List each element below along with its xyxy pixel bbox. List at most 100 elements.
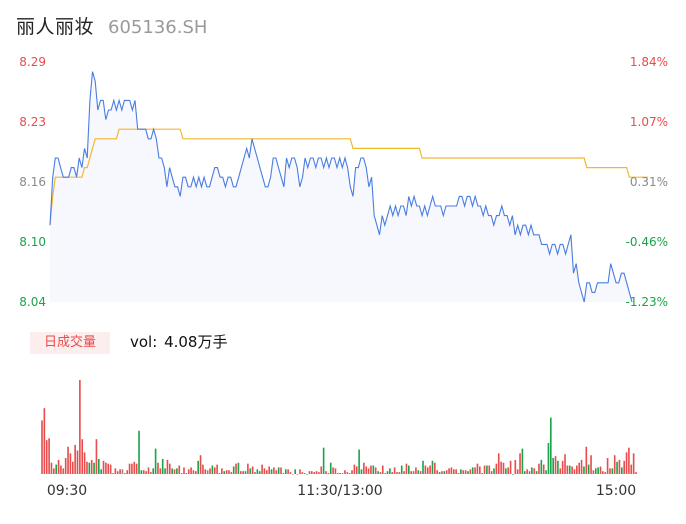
volume-bar bbox=[102, 460, 105, 474]
volume-bar bbox=[204, 469, 207, 474]
volume-bar bbox=[568, 465, 571, 474]
volume-bar bbox=[230, 472, 233, 474]
volume-bar bbox=[374, 467, 377, 474]
volume-bar bbox=[303, 473, 306, 474]
volume-readout: vol: 4.08万手 bbox=[130, 332, 229, 352]
volume-bar bbox=[280, 467, 282, 474]
volume-bar bbox=[64, 458, 67, 474]
volume-bar bbox=[159, 468, 162, 474]
volume-bar bbox=[202, 464, 204, 474]
volume-bar bbox=[147, 467, 150, 474]
volume-bar bbox=[232, 466, 235, 474]
volume-bar bbox=[377, 471, 379, 474]
volume-bar bbox=[195, 471, 197, 474]
volume-bar bbox=[370, 465, 372, 474]
volume-bar bbox=[341, 473, 344, 474]
volume-bar bbox=[339, 473, 341, 474]
volume-bar bbox=[514, 459, 517, 474]
volume-value: 4.08万手 bbox=[164, 333, 228, 351]
volume-bar bbox=[523, 471, 526, 474]
volume-bar bbox=[135, 463, 138, 474]
volume-bar bbox=[223, 471, 226, 474]
volume-bar bbox=[166, 459, 169, 474]
volume-bar bbox=[183, 467, 185, 474]
volume-bar bbox=[431, 460, 434, 474]
volume-bar bbox=[289, 472, 292, 474]
volume-bar bbox=[244, 471, 247, 474]
volume-bar bbox=[320, 466, 323, 474]
volume-bar bbox=[154, 448, 157, 474]
volume-bar bbox=[573, 469, 576, 474]
volume-bar bbox=[142, 470, 145, 474]
volume-bar bbox=[533, 468, 536, 474]
volume-bar bbox=[161, 458, 164, 474]
volume-bar bbox=[81, 439, 84, 474]
volume-bar bbox=[213, 467, 216, 474]
volume-bar bbox=[176, 468, 178, 474]
volume-bar bbox=[632, 453, 635, 474]
volume-bar bbox=[417, 470, 420, 474]
volume-bar bbox=[360, 469, 363, 474]
volume-bar bbox=[228, 470, 230, 474]
volume-bar bbox=[381, 465, 384, 474]
volume-bar bbox=[284, 469, 287, 474]
volume-bar bbox=[133, 461, 136, 474]
volume-bar bbox=[625, 452, 628, 474]
volume-bar bbox=[422, 460, 424, 474]
volume-bar bbox=[393, 467, 396, 474]
volume-bar bbox=[516, 469, 519, 474]
volume-bar bbox=[452, 469, 455, 474]
volume-bar bbox=[277, 467, 280, 474]
volume-bar bbox=[599, 466, 602, 474]
volume-bar bbox=[611, 468, 614, 474]
volume-bar bbox=[550, 417, 552, 474]
volume-bar bbox=[438, 472, 441, 474]
time-tick-label: 09:30 bbox=[47, 483, 87, 499]
volume-bar bbox=[57, 459, 60, 474]
volume-bar bbox=[218, 473, 221, 474]
volume-bar bbox=[462, 470, 465, 474]
volume-bar bbox=[266, 470, 268, 474]
volume-bar bbox=[306, 474, 308, 475]
volume-bar bbox=[171, 468, 173, 474]
volume-bar bbox=[48, 438, 50, 474]
volume-bar bbox=[109, 464, 112, 474]
percent-tick-label: -0.46% bbox=[626, 235, 668, 249]
volume-bar bbox=[131, 463, 133, 474]
stock-name: 丽人丽妆 bbox=[16, 16, 95, 38]
volume-bar bbox=[592, 470, 595, 474]
volume-bar bbox=[564, 454, 566, 474]
volume-bar bbox=[443, 471, 446, 474]
volume-bar bbox=[348, 473, 351, 474]
volume-bar bbox=[55, 464, 58, 474]
volume-bar bbox=[53, 468, 55, 474]
volume-badge[interactable]: 日成交量 bbox=[30, 332, 110, 354]
volume-bar bbox=[152, 468, 155, 474]
volume-bar bbox=[405, 463, 408, 474]
average-price-line bbox=[49, 128, 648, 226]
volume-bars bbox=[41, 380, 637, 475]
volume-bar bbox=[486, 465, 488, 474]
volume-bar bbox=[410, 471, 412, 474]
volume-bar bbox=[140, 470, 143, 474]
percent-axis: 1.84% 1.07% 0.31% -0.46% -1.23% bbox=[626, 55, 668, 309]
volume-bar bbox=[344, 470, 346, 474]
volume-bar bbox=[386, 471, 389, 474]
volume-bar bbox=[460, 469, 462, 474]
volume-bar bbox=[540, 459, 543, 474]
volume-bar bbox=[199, 455, 202, 474]
volume-bar bbox=[481, 473, 483, 474]
volume-bar bbox=[105, 462, 107, 474]
volume-bar bbox=[434, 462, 436, 474]
volume-bar bbox=[41, 420, 43, 474]
volume-bar bbox=[493, 468, 495, 474]
volume-bar bbox=[367, 468, 370, 474]
volume-bar bbox=[192, 470, 195, 474]
volume-bar bbox=[287, 469, 289, 474]
volume-bar bbox=[464, 470, 467, 474]
time-tick-label: 11:30/13:00 bbox=[297, 483, 382, 499]
volume-bar bbox=[408, 465, 410, 474]
volume-bar bbox=[346, 472, 349, 474]
volume-bar bbox=[329, 462, 332, 474]
volume-bar bbox=[355, 466, 358, 474]
